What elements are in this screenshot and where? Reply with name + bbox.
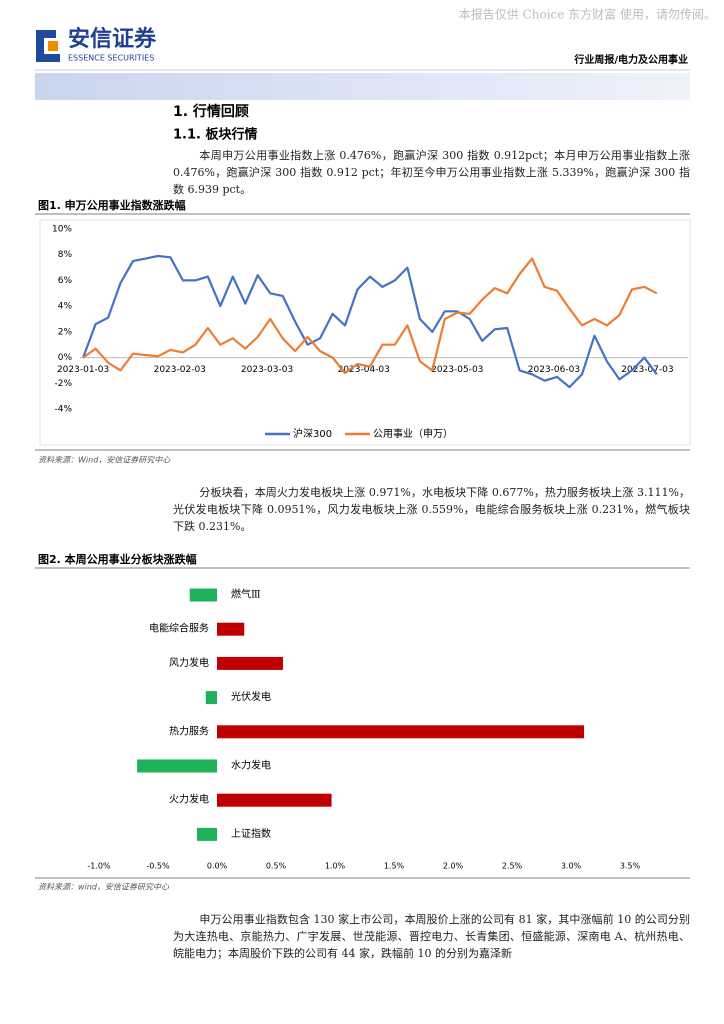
header-band (35, 73, 690, 100)
series-line (82, 254, 658, 389)
x-tick-label: 2.0% (443, 862, 464, 871)
y-tick-label: -4% (54, 405, 72, 415)
watermark: 本报告仅供 Choice 东方财富 使用，请勿传阅。 (459, 7, 716, 22)
x-tick-label: -0.5% (146, 862, 170, 871)
category-label: 燃气Ⅲ (231, 588, 261, 601)
bar (189, 588, 217, 602)
x-tick-label: 2023-02-03 (154, 365, 206, 375)
x-tick-label: 2023-03-03 (241, 365, 293, 375)
x-tick-label: 2023-04-03 (338, 365, 390, 375)
figure-source: 资料来源：wind，安信证券研究中心 (38, 883, 170, 892)
x-tick-label: 3.0% (561, 862, 582, 871)
x-tick-label: 2023-01-03 (57, 365, 109, 375)
legend-label: 公用事业（申万） (373, 427, 453, 440)
y-tick-label: -2% (54, 379, 72, 389)
category-label: 电能综合服务 (149, 622, 209, 635)
y-tick-label: 6% (58, 276, 73, 286)
y-tick-label: 10% (52, 225, 72, 235)
logo-icon (36, 30, 60, 62)
logo-sub: ESSENCE SECURITIES (68, 54, 154, 63)
y-tick-label: 4% (58, 302, 73, 312)
section-title: 1. 行情回顾 (173, 103, 249, 120)
category-label: 热力服务 (169, 724, 209, 737)
figure-title: 图1. 申万公用事业指数涨跌幅 (38, 198, 186, 212)
x-tick-label: 2023-06-03 (528, 365, 580, 375)
category-label: 风力发电 (169, 656, 209, 669)
paragraph: 申万公用事业指数包含 130 家上市公司，本周股价上涨的公司有 81 家，其中涨… (173, 913, 690, 960)
report-type: 行业周报/电力及公用事业 (573, 53, 688, 66)
category-label: 光伏发电 (231, 690, 271, 703)
x-tick-label: 2.5% (502, 862, 523, 871)
x-tick-label: 3.5% (620, 862, 641, 871)
y-tick-label: 8% (58, 250, 73, 260)
x-tick-label: -1.0% (87, 862, 111, 871)
figure-title: 图2. 本周公用事业分板块涨跌幅 (38, 552, 197, 566)
bar (137, 759, 217, 773)
y-tick-label: 0% (58, 353, 73, 363)
bar (217, 793, 332, 807)
x-tick-label: 2023-07-03 (621, 365, 673, 375)
bar (217, 656, 283, 670)
x-tick-label: 2023-05-03 (431, 365, 483, 375)
bar (217, 622, 245, 636)
bar (217, 725, 585, 739)
y-tick-label: 2% (58, 327, 73, 337)
bar (196, 827, 217, 841)
category-label: 火力发电 (169, 793, 209, 806)
paragraph: 本周申万公用事业指数上涨 0.476%，跑赢沪深 300 指数 0.912pct… (173, 149, 690, 196)
x-tick-label: 1.0% (325, 862, 346, 871)
x-tick-label: 1.5% (384, 862, 405, 871)
subsection-title: 1.1. 板块行情 (173, 127, 258, 143)
legend-label: 沪深300 (293, 427, 332, 440)
x-tick-label: 0.0% (207, 862, 228, 871)
category-label: 水力发电 (231, 759, 271, 772)
bar (205, 691, 217, 705)
x-tick-label: 0.5% (266, 862, 287, 871)
plot-frame (39, 219, 691, 446)
series-line (82, 257, 658, 375)
paragraph: 分板块看，本周火力发电板块上涨 0.971%，水电板块下降 0.677%，热力服… (173, 486, 690, 533)
category-label: 上证指数 (231, 827, 271, 840)
figure-source: 资料来源：Wind，安信证券研究中心 (38, 456, 171, 465)
logo-text: 安信证券 (68, 26, 157, 52)
